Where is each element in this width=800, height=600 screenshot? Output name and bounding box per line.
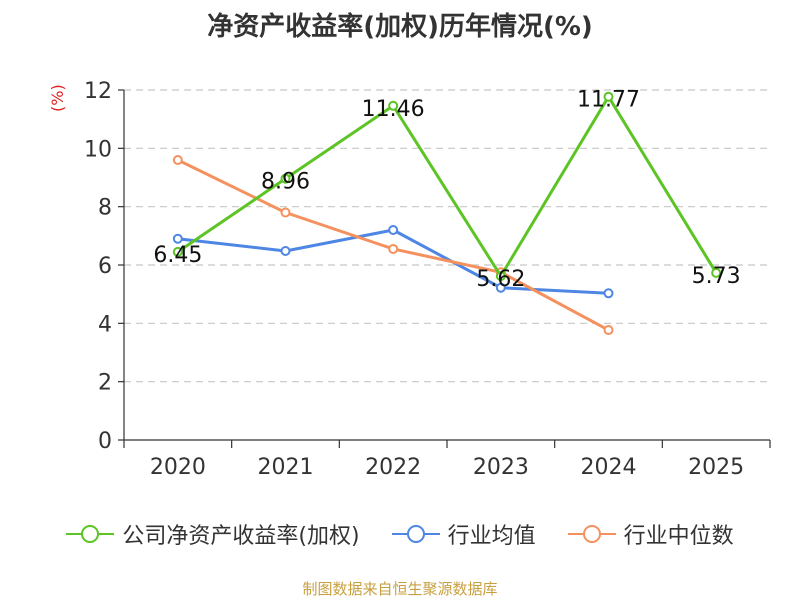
series-line-1 <box>177 228 609 295</box>
legend: 公司净资产收益率(加权) 行业均值 行业中位数 <box>0 518 800 550</box>
legend-item-industry-median[interactable]: 行业中位数 <box>567 518 734 550</box>
data-label: 5.73 <box>692 264 741 289</box>
data-point-1 <box>495 282 506 293</box>
y-tick-label: 12 <box>84 79 112 104</box>
data-point-0 <box>603 91 614 102</box>
data-point-0 <box>388 100 399 111</box>
data-point-2 <box>388 243 399 254</box>
x-tick-label: 2021 <box>258 455 314 480</box>
y-tick-label: 6 <box>98 254 112 279</box>
data-point-2 <box>172 155 183 165</box>
series-line-0 <box>176 95 718 278</box>
legend-label-industry-mean: 行业均值 <box>447 524 536 549</box>
legend-swatch-industry-median-icon <box>567 525 616 543</box>
x-tick-label: 2025 <box>688 455 744 480</box>
data-point-1 <box>388 225 399 235</box>
x-tick-label: 2022 <box>365 455 421 480</box>
data-point-0 <box>172 246 183 257</box>
data-point-0 <box>711 267 722 278</box>
data-point-1 <box>172 233 183 244</box>
y-tick-label: 10 <box>84 137 112 162</box>
data-point-2 <box>280 207 291 218</box>
x-tick-label: 2023 <box>473 455 529 480</box>
legend-swatch-company-icon <box>66 525 115 543</box>
legend-swatch-industry-mean-icon <box>391 525 440 543</box>
y-tick-label: 4 <box>98 312 112 337</box>
y-tick-label: 0 <box>98 429 112 454</box>
y-tick-label: 8 <box>98 196 112 221</box>
data-label: 11.77 <box>577 88 640 113</box>
data-point-0 <box>280 173 291 184</box>
y-tick-label: 2 <box>98 371 112 396</box>
data-label: 6.45 <box>153 243 202 268</box>
data-label: 8.96 <box>261 170 310 195</box>
legend-item-company[interactable]: 公司净资产收益率(加权) <box>66 518 360 550</box>
data-point-1 <box>603 288 614 299</box>
data-point-0 <box>495 271 506 282</box>
x-tick-label: 2024 <box>581 455 637 480</box>
data-point-1 <box>280 246 291 256</box>
chart-title: 净资产收益率(加权)历年情况(%) <box>207 12 593 42</box>
legend-item-industry-mean[interactable]: 行业均值 <box>391 518 536 550</box>
legend-label-company: 公司净资产收益率(加权) <box>122 524 360 549</box>
data-source-note: 制图数据来自恒生聚源数据库 <box>302 580 498 598</box>
data-point-2 <box>603 325 614 336</box>
data-label: 11.46 <box>362 97 425 122</box>
legend-label-industry-median: 行业中位数 <box>623 524 734 549</box>
data-label: 5.62 <box>476 267 525 292</box>
x-tick-label: 2020 <box>150 455 206 480</box>
